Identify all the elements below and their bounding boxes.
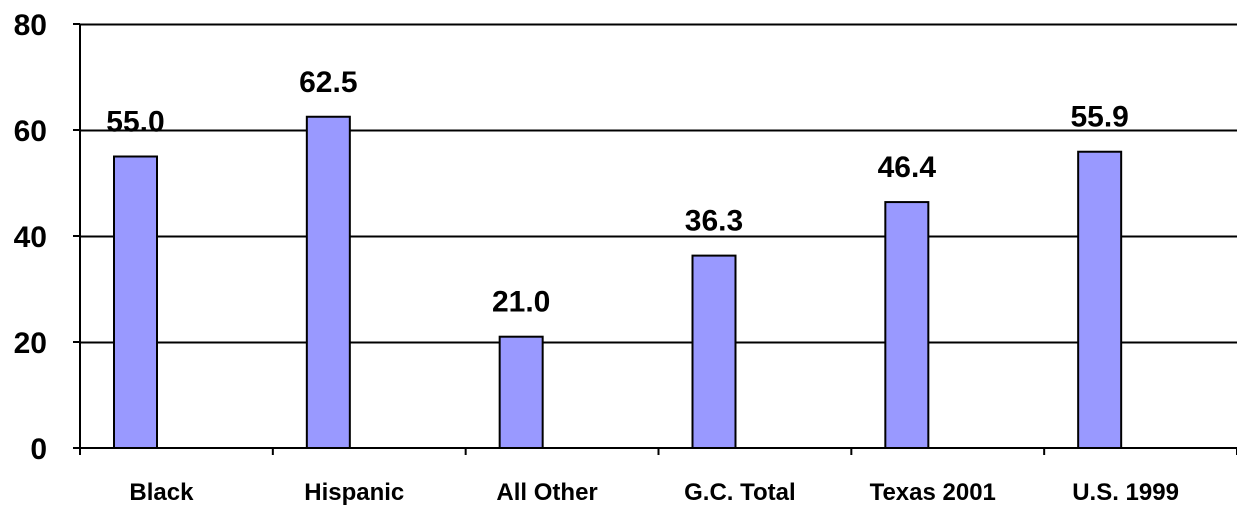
y-tick-label-60: 60	[14, 115, 47, 148]
bar-hispanic	[305, 115, 351, 449]
data-label-u-s-1999: 55.9	[1070, 101, 1128, 134]
x-tick-label-g-c-total: G.C. Total	[684, 479, 796, 506]
y-tick-label-80: 80	[14, 9, 47, 42]
bar-all-other	[498, 335, 544, 450]
data-label-hispanic: 62.5	[299, 66, 357, 99]
bar-texas-2001	[884, 201, 930, 449]
data-label-g-c-total: 36.3	[685, 205, 743, 238]
gridlines	[80, 23, 1237, 344]
bar-u-s-1999	[1077, 150, 1123, 449]
labels: 0 20 40 60 80 Black Hispanic All Other G.C. Tota…	[14, 9, 1179, 506]
data-label-all-other: 21.0	[492, 286, 550, 319]
y-tick-label-20: 20	[14, 327, 47, 360]
data-label-black: 55.0	[106, 106, 164, 139]
bars	[113, 115, 1123, 450]
x-tick-label-all-other: All Other	[496, 479, 597, 506]
x-tick-label-hispanic: Hispanic	[304, 479, 404, 506]
axes	[73, 23, 1237, 455]
y-tick-label-40: 40	[14, 221, 47, 254]
bar-g-c-total	[691, 254, 737, 449]
data-label-texas-2001: 46.4	[878, 151, 937, 184]
bar-black	[113, 155, 158, 449]
x-tick-label-texas-2001: Texas 2001	[870, 479, 996, 506]
y-tick-label-0: 0	[30, 433, 47, 466]
x-tick-label-black: Black	[129, 479, 194, 506]
x-tick-label-u-s-1999: U.S. 1999	[1072, 479, 1179, 506]
